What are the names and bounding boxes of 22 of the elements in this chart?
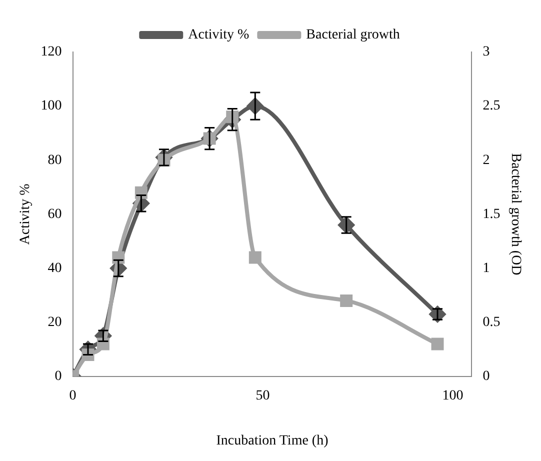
- y-axis-title: Activity %: [18, 183, 34, 245]
- y2-axis-title: Bacterial growth (OD: [508, 153, 523, 276]
- y-tick-label: 80: [48, 152, 62, 168]
- x-tick-label: 50: [256, 388, 270, 404]
- y-tick-label: 120: [40, 44, 62, 60]
- y2-tick-label: 0: [482, 369, 490, 384]
- y-tick-label: 0: [54, 369, 62, 384]
- y2-tick-label: 0.5: [482, 315, 500, 330]
- y-tick-label: 60: [48, 206, 62, 222]
- x-tick-label: 0: [69, 388, 76, 404]
- y-tick-label: 100: [40, 98, 62, 114]
- y-tick-label: 20: [48, 315, 62, 330]
- legend-label: Activity %: [188, 28, 250, 43]
- legend-label: Bacterial growth: [306, 28, 400, 43]
- y2-tick-label: 2: [482, 152, 490, 168]
- y-tick-label: 40: [48, 260, 62, 276]
- y2-tick-label: 1: [482, 260, 490, 276]
- x-tick-label: 100: [442, 388, 464, 404]
- y2-tick-label: 1.5: [482, 206, 500, 222]
- y2-tick-label: 2.5: [482, 98, 500, 114]
- y2-tick-label: 3: [482, 44, 490, 60]
- x-axis-title: Incubation Time (h): [216, 433, 329, 448]
